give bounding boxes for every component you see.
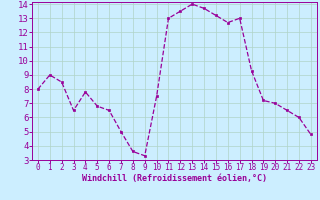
X-axis label: Windchill (Refroidissement éolien,°C): Windchill (Refroidissement éolien,°C) [82, 174, 267, 183]
